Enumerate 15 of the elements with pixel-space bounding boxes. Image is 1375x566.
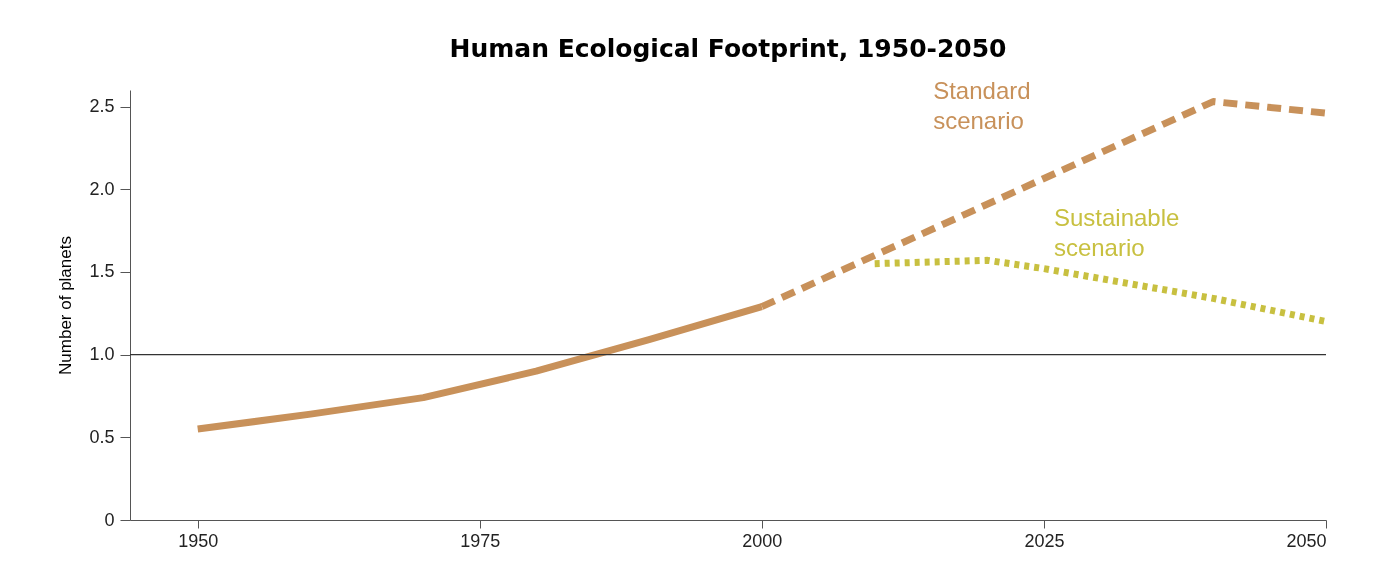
y-tick-label: 0.5 xyxy=(89,426,115,447)
y-tick-label: 1.5 xyxy=(89,261,115,282)
y-tick-label: 1.0 xyxy=(89,344,115,365)
y-tick-label: 0 xyxy=(104,509,115,530)
series-label: Standard scenario xyxy=(933,76,1031,134)
x-tick-label: 2050 xyxy=(1286,530,1327,551)
x-tick-label: 2000 xyxy=(742,530,783,551)
series-label: Sustainable scenario xyxy=(1053,203,1180,261)
x-tick-label: 1950 xyxy=(178,530,219,551)
y-axis-title: Number of planets xyxy=(56,236,76,375)
y-tick-label: 2.0 xyxy=(89,178,115,199)
x-tick-label: 2025 xyxy=(1024,530,1065,551)
x-tick-label: 1975 xyxy=(460,530,501,551)
chart-title: Human Ecological Footprint, 1950-2050 xyxy=(449,33,1007,63)
y-tick-label: 2.5 xyxy=(89,96,115,117)
